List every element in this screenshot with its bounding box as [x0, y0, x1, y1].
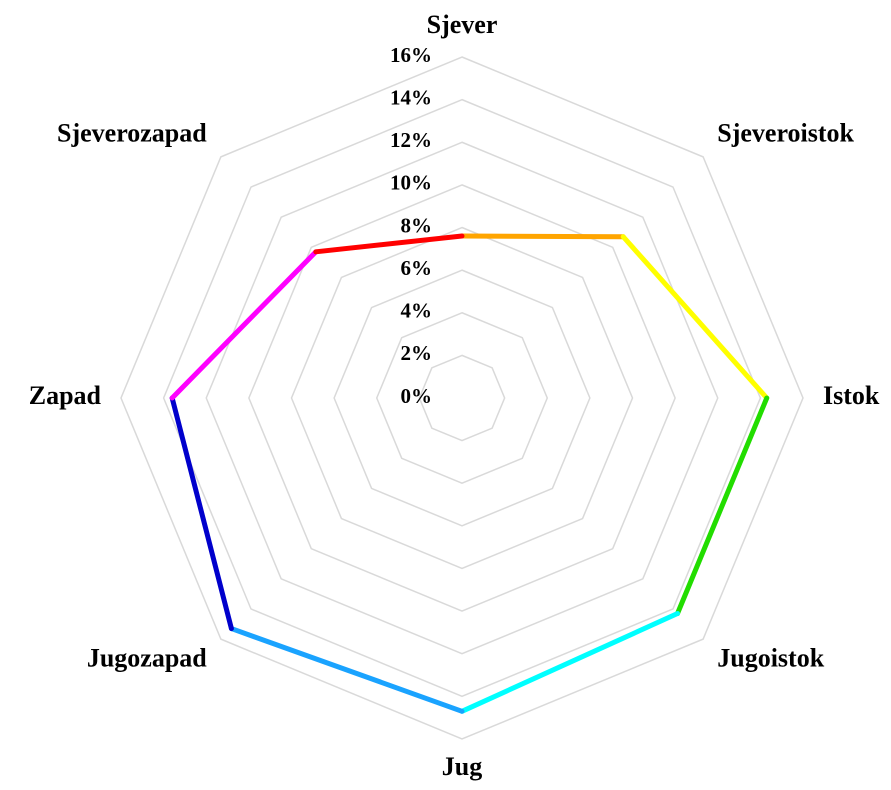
radar-segment [459, 233, 626, 240]
radar-segment [169, 395, 234, 632]
y-tick-label: 16% [390, 43, 432, 67]
grid-ring [120, 56, 804, 740]
category-label: Jugozapad [87, 643, 207, 672]
y-tick-label: 14% [390, 85, 432, 109]
grid-ring [375, 311, 549, 485]
category-label: Jug [442, 752, 482, 781]
category-label: Istok [823, 381, 880, 410]
y-tick-label: 12% [390, 128, 432, 152]
category-label: Jugoistok [717, 643, 824, 672]
grid-ring [248, 184, 676, 612]
category-label: Sjever [427, 10, 498, 39]
grid-ring [333, 269, 591, 527]
y-tick-label: 8% [401, 213, 433, 237]
y-tick-label: 4% [401, 299, 433, 323]
grid-ring [290, 226, 634, 570]
grid-ring [162, 98, 762, 698]
y-tick-label: 0% [401, 384, 433, 408]
y-tick-label: 2% [401, 341, 433, 365]
category-label: Sjeverozapad [57, 119, 207, 148]
radar-segment [675, 395, 770, 617]
radar-segment [459, 611, 681, 714]
radar-segment [313, 233, 465, 255]
category-label: Zapad [29, 381, 102, 410]
radar-segment [169, 249, 319, 401]
grid-ring [418, 354, 506, 442]
y-tick-label: 10% [390, 171, 432, 195]
radar-segment [620, 234, 770, 401]
radar-segment [228, 626, 465, 714]
category-label: Sjeveroistok [717, 119, 854, 148]
y-tick-label: 6% [401, 256, 433, 280]
grid-ring [205, 141, 719, 655]
